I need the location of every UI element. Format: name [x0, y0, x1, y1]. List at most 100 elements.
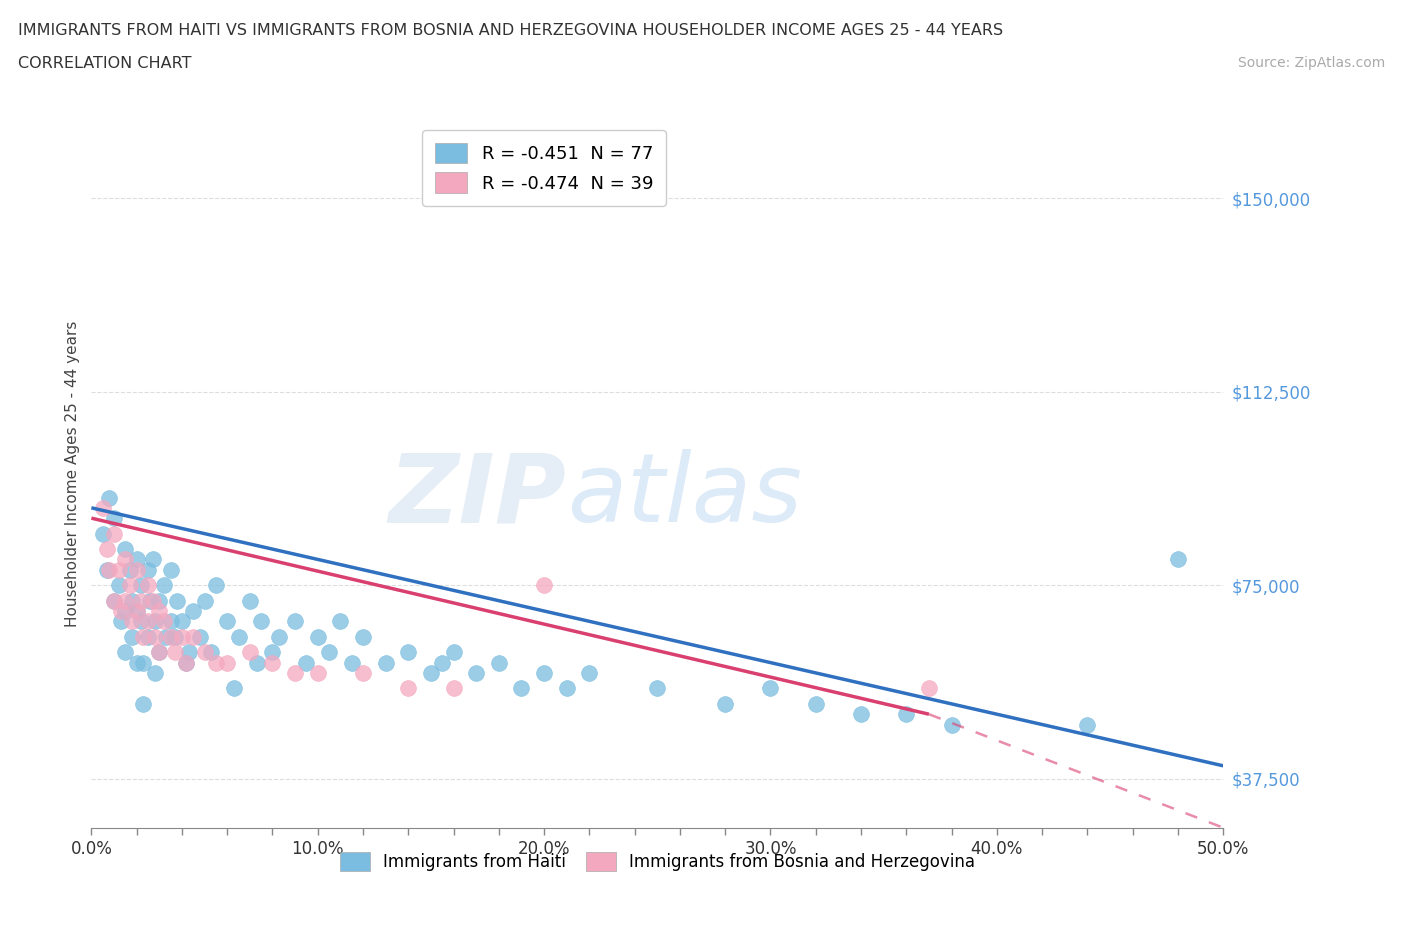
- Point: [91, 500, 114, 515]
- Point: [307, 666, 329, 681]
- Point: [170, 630, 193, 644]
- Point: [250, 614, 273, 629]
- Point: [170, 614, 193, 629]
- Point: [205, 578, 228, 592]
- Point: [645, 681, 668, 696]
- Point: [262, 655, 284, 670]
- Point: [143, 666, 166, 681]
- Point: [91, 526, 114, 541]
- Point: [533, 666, 555, 681]
- Point: [110, 604, 132, 618]
- Point: [114, 541, 136, 556]
- Y-axis label: Householder Income Ages 25 - 44 years: Householder Income Ages 25 - 44 years: [65, 321, 80, 628]
- Point: [103, 511, 125, 525]
- Point: [148, 593, 170, 608]
- Point: [118, 578, 141, 592]
- Point: [103, 593, 125, 608]
- Point: [228, 630, 250, 644]
- Point: [125, 655, 148, 670]
- Point: [318, 644, 340, 659]
- Point: [262, 644, 284, 659]
- Point: [98, 563, 121, 578]
- Point: [181, 604, 204, 618]
- Point: [114, 593, 136, 608]
- Point: [352, 630, 374, 644]
- Point: [121, 593, 143, 608]
- Point: [374, 655, 396, 670]
- Point: [141, 552, 163, 567]
- Point: [222, 681, 245, 696]
- Point: [200, 644, 222, 659]
- Point: [396, 644, 419, 659]
- Point: [148, 604, 170, 618]
- Point: [465, 666, 488, 681]
- Point: [155, 630, 177, 644]
- Point: [896, 707, 918, 722]
- Point: [129, 614, 152, 629]
- Point: [307, 630, 329, 644]
- Point: [129, 578, 152, 592]
- Point: [510, 681, 533, 696]
- Point: [246, 655, 269, 670]
- Point: [181, 630, 204, 644]
- Point: [269, 630, 291, 644]
- Point: [125, 604, 148, 618]
- Point: [114, 644, 136, 659]
- Point: [176, 655, 198, 670]
- Point: [143, 630, 166, 644]
- Point: [329, 614, 352, 629]
- Point: [136, 614, 159, 629]
- Point: [98, 490, 121, 505]
- Point: [396, 681, 419, 696]
- Point: [193, 593, 217, 608]
- Point: [759, 681, 782, 696]
- Point: [849, 707, 872, 722]
- Point: [129, 593, 152, 608]
- Point: [533, 578, 555, 592]
- Point: [205, 655, 228, 670]
- Point: [103, 526, 125, 541]
- Point: [96, 541, 118, 556]
- Point: [1076, 717, 1098, 732]
- Point: [107, 563, 129, 578]
- Text: Source: ZipAtlas.com: Source: ZipAtlas.com: [1237, 56, 1385, 70]
- Point: [96, 563, 118, 578]
- Point: [419, 666, 441, 681]
- Point: [239, 644, 262, 659]
- Text: IMMIGRANTS FROM HAITI VS IMMIGRANTS FROM BOSNIA AND HERZEGOVINA HOUSEHOLDER INCO: IMMIGRANTS FROM HAITI VS IMMIGRANTS FROM…: [18, 23, 1004, 38]
- Point: [488, 655, 510, 670]
- Point: [125, 552, 148, 567]
- Point: [114, 604, 136, 618]
- Point: [177, 644, 200, 659]
- Point: [295, 655, 318, 670]
- Point: [132, 655, 155, 670]
- Text: ZIP: ZIP: [389, 449, 567, 542]
- Point: [217, 614, 239, 629]
- Point: [136, 563, 159, 578]
- Point: [132, 697, 155, 711]
- Point: [1167, 552, 1189, 567]
- Point: [165, 630, 187, 644]
- Point: [284, 666, 307, 681]
- Point: [136, 630, 159, 644]
- Point: [193, 644, 217, 659]
- Legend: Immigrants from Haiti, Immigrants from Bosnia and Herzegovina: Immigrants from Haiti, Immigrants from B…: [332, 844, 983, 880]
- Point: [432, 655, 454, 670]
- Point: [165, 644, 187, 659]
- Point: [125, 604, 148, 618]
- Text: CORRELATION CHART: CORRELATION CHART: [18, 56, 191, 71]
- Point: [139, 593, 162, 608]
- Point: [153, 578, 176, 592]
- Point: [941, 717, 963, 732]
- Point: [804, 697, 827, 711]
- Point: [443, 644, 465, 659]
- Point: [136, 578, 159, 592]
- Point: [918, 681, 941, 696]
- Point: [176, 655, 198, 670]
- Point: [148, 644, 170, 659]
- Point: [239, 593, 262, 608]
- Point: [121, 614, 143, 629]
- Point: [578, 666, 600, 681]
- Point: [284, 614, 307, 629]
- Point: [103, 593, 125, 608]
